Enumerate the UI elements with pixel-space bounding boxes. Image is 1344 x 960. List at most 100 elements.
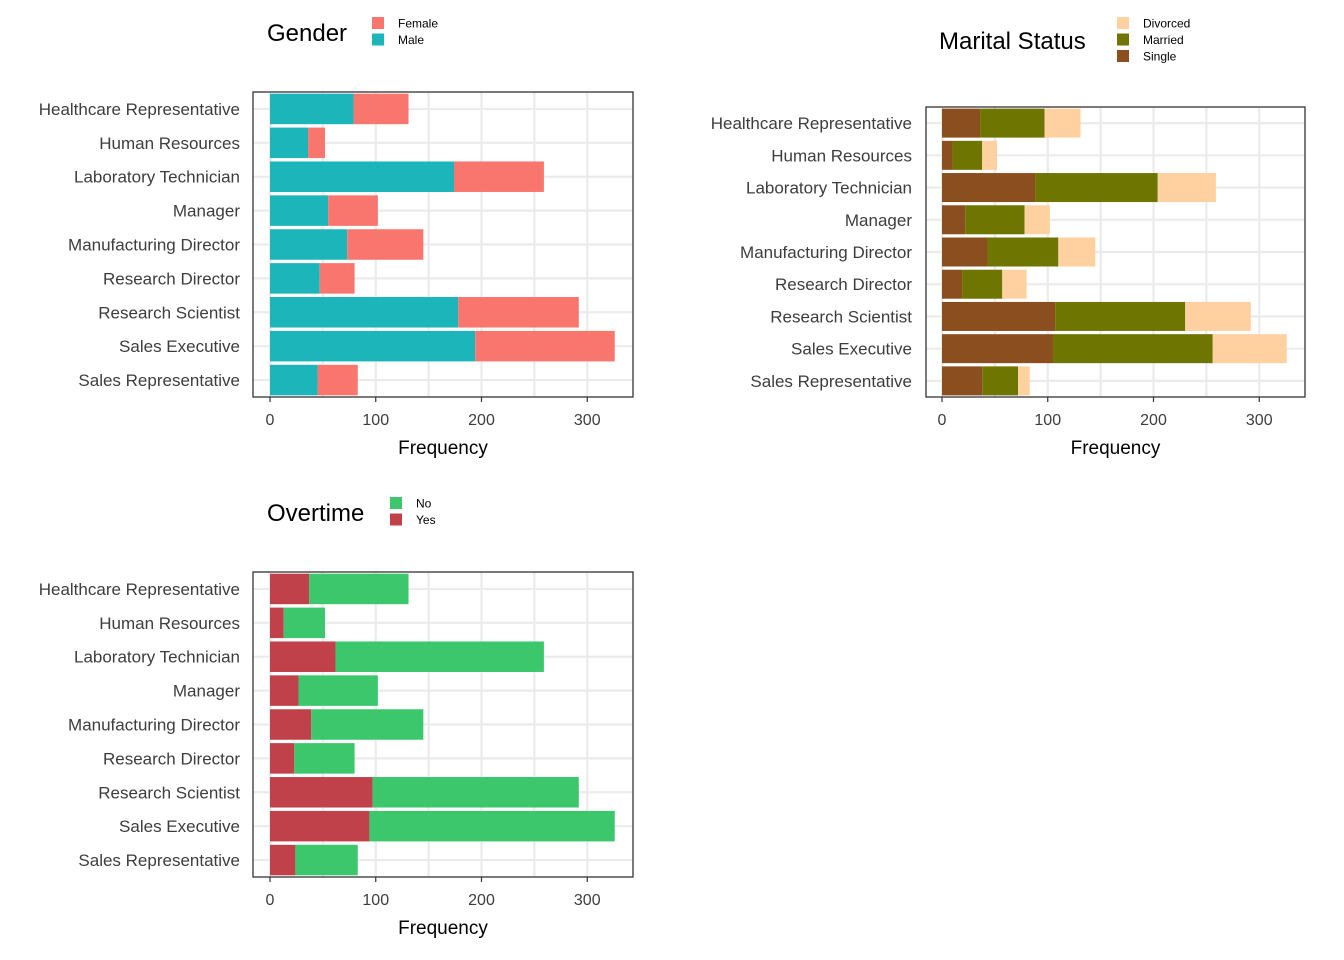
- panel-border: [252, 91, 634, 398]
- legend-label-single: Single: [1143, 50, 1177, 64]
- chart-marital-status: Healthcare Representative Human Resources…: [711, 17, 1306, 459]
- bar-female-sales-representative: [317, 364, 358, 396]
- category-label: Sales Representative: [78, 371, 240, 390]
- legend-label-no: No: [416, 497, 432, 511]
- legend-swatch-single: [1117, 50, 1129, 62]
- bar-yes-manager: [270, 675, 299, 706]
- bar-divorced-sales-executive: [1212, 334, 1287, 364]
- bar-married-healthcare-representative: [980, 108, 1045, 138]
- x-tick-label: 100: [1034, 412, 1061, 429]
- bar-divorced-human-resources: [982, 140, 997, 170]
- x-tick-label: 0: [266, 412, 275, 429]
- category-label: Sales Executive: [119, 817, 240, 836]
- bar-divorced-laboratory-technician: [1157, 173, 1216, 203]
- category-label: Manufacturing Director: [68, 236, 240, 255]
- legend: No Yes: [390, 497, 436, 527]
- x-tick-label: 300: [574, 892, 601, 909]
- bar-single-healthcare-representative: [942, 108, 981, 138]
- bar-no-research-director: [294, 743, 355, 774]
- bar-no-sales-executive: [369, 810, 615, 842]
- chart-overtime: Healthcare Representative Human Resources…: [39, 497, 634, 939]
- bar-divorced-research-director: [1002, 269, 1027, 299]
- bar-yes-human-resources: [270, 607, 284, 639]
- x-axis-title: Frequency: [1071, 438, 1161, 459]
- bar-single-research-director: [942, 269, 963, 299]
- category-label: Human Resources: [99, 614, 240, 633]
- bar-divorced-sales-representative: [1018, 366, 1030, 396]
- bar-single-research-scientist: [942, 301, 1056, 331]
- bar-no-manager: [298, 675, 378, 706]
- category-label: Sales Representative: [750, 372, 912, 391]
- category-label: Sales Representative: [78, 851, 240, 870]
- bar-male-human-resources: [270, 127, 309, 159]
- panel-border: [925, 106, 1306, 398]
- category-label: Manager: [845, 211, 912, 230]
- legend-label-yes: Yes: [416, 513, 436, 527]
- legend-swatch-yes: [390, 513, 402, 526]
- bar-female-manufacturing-director: [347, 229, 424, 260]
- bar-male-laboratory-technician: [270, 161, 455, 192]
- category-label: Research Scientist: [770, 307, 912, 326]
- category-label: Laboratory Technician: [74, 168, 240, 187]
- legend-label-male: Male: [398, 33, 424, 47]
- bar-married-sales-representative: [982, 366, 1019, 396]
- legend-swatch-no: [390, 497, 402, 509]
- category-label: Healthcare Representative: [711, 114, 912, 133]
- x-tick-label: 200: [1140, 412, 1167, 429]
- category-label: Laboratory Technician: [746, 179, 912, 198]
- category-label: Human Resources: [99, 134, 240, 153]
- x-tick-label: 300: [574, 412, 601, 429]
- legend-swatch-divorced: [1117, 17, 1129, 29]
- bar-male-healthcare-representative: [270, 93, 354, 125]
- legend: Female Male: [372, 17, 438, 47]
- x-axis: 0 100 200 300: [266, 877, 601, 909]
- category-label: Sales Executive: [119, 337, 240, 356]
- legend-label-married: Married: [1143, 33, 1184, 47]
- bar-divorced-manager: [1024, 205, 1050, 235]
- bar-divorced-research-scientist: [1185, 301, 1251, 331]
- x-tick-label: 100: [362, 412, 389, 429]
- category-label: Human Resources: [771, 146, 912, 165]
- bar-male-manufacturing-director: [270, 229, 348, 260]
- chart-title: Gender: [267, 20, 347, 47]
- x-tick-label: 300: [1246, 412, 1273, 429]
- x-axis: 0 100 200 300: [266, 397, 601, 429]
- category-label: Laboratory Technician: [74, 648, 240, 667]
- bar-female-research-scientist: [458, 297, 579, 328]
- category-label: Research Director: [103, 269, 240, 288]
- bar-no-sales-representative: [295, 844, 358, 876]
- bar-single-human-resources: [942, 140, 953, 170]
- bar-yes-sales-representative: [270, 844, 296, 876]
- y-axis-labels: Healthcare Representative Human Resources…: [39, 580, 241, 870]
- bar-yes-sales-executive: [270, 810, 370, 842]
- y-axis-labels: Healthcare Representative Human Resources…: [711, 114, 913, 391]
- bar-yes-research-scientist: [270, 777, 373, 808]
- bar-divorced-manufacturing-director: [1058, 237, 1096, 267]
- x-tick-label: 0: [266, 892, 275, 909]
- bar-yes-laboratory-technician: [270, 641, 336, 672]
- category-label: Manufacturing Director: [740, 243, 912, 262]
- bars: [270, 93, 615, 396]
- bar-female-human-resources: [308, 127, 325, 159]
- chart-title: Overtime: [267, 500, 364, 527]
- x-tick-label: 0: [938, 412, 947, 429]
- bar-single-sales-executive: [942, 334, 1054, 364]
- bar-married-sales-executive: [1053, 334, 1213, 364]
- category-label: Manager: [173, 682, 240, 701]
- bar-female-sales-executive: [475, 330, 615, 362]
- legend-swatch-married: [1117, 33, 1129, 46]
- category-label: Healthcare Representative: [39, 580, 240, 599]
- bar-no-laboratory-technician: [335, 641, 544, 672]
- bars: [942, 108, 1287, 396]
- bar-yes-research-director: [270, 743, 295, 774]
- category-label: Sales Executive: [791, 340, 912, 359]
- x-tick-label: 200: [468, 892, 495, 909]
- category-label: Research Director: [103, 749, 240, 768]
- x-axis-title: Frequency: [398, 918, 488, 939]
- x-tick-label: 100: [362, 892, 389, 909]
- panel-border: [252, 571, 634, 878]
- bar-married-research-director: [962, 269, 1003, 299]
- chart-title: Marital Status: [939, 28, 1086, 55]
- bar-no-manufacturing-director: [311, 709, 424, 740]
- bars: [270, 573, 615, 876]
